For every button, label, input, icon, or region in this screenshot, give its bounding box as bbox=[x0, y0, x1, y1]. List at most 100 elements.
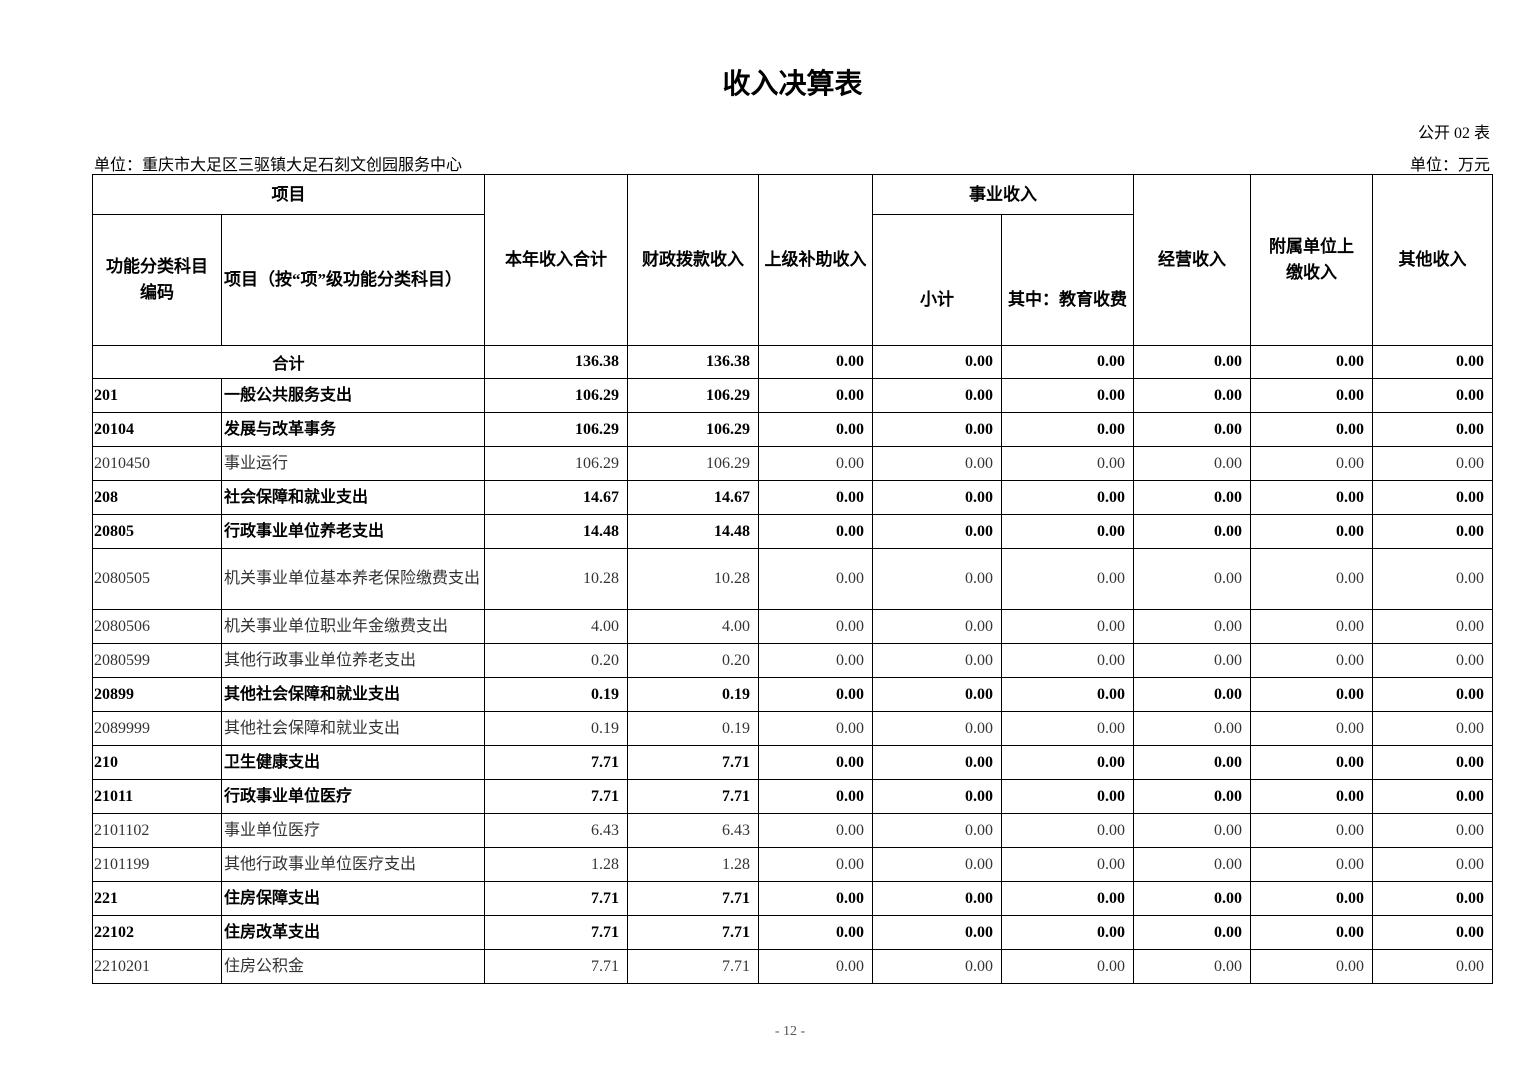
row-value: 7.71 bbox=[484, 881, 628, 916]
row-value: 0.00 bbox=[758, 813, 873, 848]
row-value: 14.48 bbox=[627, 514, 759, 549]
row-value: 0.00 bbox=[1001, 745, 1134, 780]
row-value: 6.43 bbox=[627, 813, 759, 848]
row-value: 0.00 bbox=[872, 745, 1002, 780]
row-value: 0.00 bbox=[1250, 745, 1373, 780]
row-value: 0.00 bbox=[872, 548, 1002, 610]
row-value: 0.00 bbox=[1133, 677, 1251, 712]
row-value: 0.19 bbox=[627, 677, 759, 712]
row-value: 0.00 bbox=[1250, 915, 1373, 950]
row-name: 住房保障支出 bbox=[221, 881, 485, 916]
row-value: 0.00 bbox=[1250, 514, 1373, 549]
unit-currency: 单位：万元 bbox=[1409, 157, 1490, 174]
row-value: 0.00 bbox=[1001, 847, 1134, 882]
row-value: 4.00 bbox=[484, 609, 628, 644]
row-value: 0.00 bbox=[1133, 847, 1251, 882]
row-value: 0.00 bbox=[1133, 915, 1251, 950]
row-code: 210 bbox=[92, 745, 222, 780]
row-value: 0.00 bbox=[1372, 779, 1493, 814]
row-value: 0.20 bbox=[484, 643, 628, 678]
row-value: 7.71 bbox=[484, 949, 628, 984]
row-value: 14.48 bbox=[484, 514, 628, 549]
total-row: 合计 136.38 136.38 0.00 0.00 0.00 0.00 0.0… bbox=[92, 345, 1493, 379]
row-value: 0.00 bbox=[1250, 779, 1373, 814]
row-value: 0.00 bbox=[758, 446, 873, 481]
row-value: 0.00 bbox=[872, 609, 1002, 644]
row-value: 0.00 bbox=[872, 412, 1002, 447]
row-code: 2080599 bbox=[92, 643, 222, 678]
page-number: - 12 - bbox=[774, 1024, 806, 1039]
row-name: 行政事业单位医疗 bbox=[221, 779, 485, 814]
row-value: 0.00 bbox=[1250, 548, 1373, 610]
row-name: 其他社会保障和就业支出 bbox=[221, 711, 485, 746]
row-code: 2101102 bbox=[92, 813, 222, 848]
row-value: 106.29 bbox=[627, 446, 759, 481]
row-value: 0.00 bbox=[1133, 949, 1251, 984]
table-row: 2210201 住房公积金 7.71 7.71 0.00 0.00 0.00 0.00 0.00… bbox=[92, 949, 1493, 984]
row-name: 发展与改革事务 bbox=[221, 412, 485, 447]
row-value: 0.00 bbox=[1133, 881, 1251, 916]
row-value: 0.00 bbox=[1001, 915, 1134, 950]
header-operating: 经营收入 bbox=[1133, 174, 1251, 346]
row-value: 0.00 bbox=[758, 548, 873, 610]
row-code: 20805 bbox=[92, 514, 222, 549]
row-value: 0.00 bbox=[1133, 813, 1251, 848]
table-row: 2010450 事业运行 106.29 106.29 0.00 0.00 0.00 0.00 0… bbox=[92, 446, 1493, 481]
row-value: 0.00 bbox=[1001, 609, 1134, 644]
header-other: 其他收入 bbox=[1372, 174, 1493, 346]
row-code: 2089999 bbox=[92, 711, 222, 746]
row-value: 0.00 bbox=[1001, 643, 1134, 678]
row-name: 事业运行 bbox=[221, 446, 485, 481]
row-value: 7.71 bbox=[484, 745, 628, 780]
row-value: 0.00 bbox=[1372, 881, 1493, 916]
row-value: 0.00 bbox=[1001, 378, 1134, 413]
row-value: 0.00 bbox=[872, 677, 1002, 712]
row-name: 其他行政事业单位养老支出 bbox=[221, 643, 485, 678]
row-value: 0.00 bbox=[1133, 412, 1251, 447]
row-code: 221 bbox=[92, 881, 222, 916]
total-value: 0.00 bbox=[1250, 345, 1373, 379]
table-row: 221 住房保障支出 7.71 7.71 0.00 0.00 0.00 0.00 0.00 0.0… bbox=[92, 881, 1493, 916]
row-value: 0.00 bbox=[1250, 813, 1373, 848]
row-value: 6.43 bbox=[484, 813, 628, 848]
row-name: 一般公共服务支出 bbox=[221, 378, 485, 413]
row-value: 0.00 bbox=[758, 745, 873, 780]
row-value: 0.20 bbox=[627, 643, 759, 678]
row-value: 0.00 bbox=[758, 779, 873, 814]
form-number: 公开 02 表 bbox=[1417, 125, 1490, 142]
table-row: 2101102 事业单位医疗 6.43 6.43 0.00 0.00 0.00 0.00 0.0… bbox=[92, 813, 1493, 848]
table-row: 2101199 其他行政事业单位医疗支出 1.28 1.28 0.00 0.00 0.00 0… bbox=[92, 847, 1493, 882]
row-code: 2010450 bbox=[92, 446, 222, 481]
row-value: 0.00 bbox=[1372, 711, 1493, 746]
total-value: 0.00 bbox=[1372, 345, 1493, 379]
row-name: 机关事业单位基本养老保险缴费支出 bbox=[221, 548, 485, 610]
row-value: 0.00 bbox=[1250, 446, 1373, 481]
row-value: 0.00 bbox=[1372, 677, 1493, 712]
row-value: 0.00 bbox=[872, 480, 1002, 515]
total-value: 0.00 bbox=[758, 345, 873, 379]
row-name: 住房公积金 bbox=[221, 949, 485, 984]
table-row: 20899 其他社会保障和就业支出 0.19 0.19 0.00 0.00 0.00 0.00… bbox=[92, 677, 1493, 712]
row-name: 行政事业单位养老支出 bbox=[221, 514, 485, 549]
table-row: 208 社会保障和就业支出 14.67 14.67 0.00 0.00 0.00 0.00 0.… bbox=[92, 480, 1493, 515]
row-value: 7.71 bbox=[627, 881, 759, 916]
row-value: 0.00 bbox=[1372, 514, 1493, 549]
row-value: 0.00 bbox=[872, 949, 1002, 984]
row-value: 0.00 bbox=[1250, 949, 1373, 984]
row-value: 106.29 bbox=[484, 378, 628, 413]
row-value: 0.00 bbox=[1250, 677, 1373, 712]
table-row: 2080506 机关事业单位职业年金缴费支出 4.00 4.00 0.00 0.00 0.0… bbox=[92, 609, 1493, 644]
table-row: 210 卫生健康支出 7.71 7.71 0.00 0.00 0.00 0.00 0.00 0.0… bbox=[92, 745, 1493, 780]
table-row: 201 一般公共服务支出 106.29 106.29 0.00 0.00 0.00 0.00 0… bbox=[92, 378, 1493, 413]
row-value: 0.00 bbox=[1372, 412, 1493, 447]
row-value: 7.71 bbox=[484, 779, 628, 814]
row-value: 0.00 bbox=[1001, 446, 1134, 481]
row-value: 0.00 bbox=[1372, 915, 1493, 950]
row-value: 0.00 bbox=[872, 779, 1002, 814]
row-value: 0.00 bbox=[758, 949, 873, 984]
row-value: 7.71 bbox=[484, 915, 628, 950]
row-value: 0.00 bbox=[872, 514, 1002, 549]
table-row: 2089999 其他社会保障和就业支出 0.19 0.19 0.00 0.00 0.00 0.… bbox=[92, 711, 1493, 746]
row-value: 0.00 bbox=[1001, 677, 1134, 712]
row-value: 0.00 bbox=[1001, 881, 1134, 916]
